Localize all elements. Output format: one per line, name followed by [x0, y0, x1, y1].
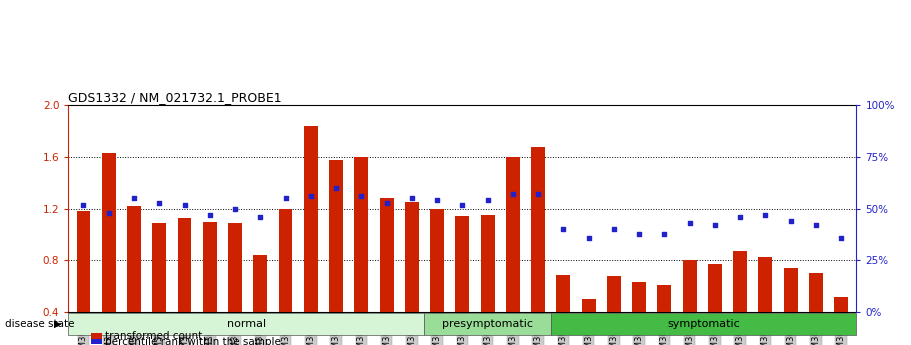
Bar: [759, 257, 773, 312]
Bar: [329, 159, 343, 312]
Point: [379, 200, 394, 205]
Bar: [682, 260, 697, 312]
Point: [101, 210, 116, 216]
Bar: [506, 157, 520, 312]
Text: ▶: ▶: [55, 319, 62, 329]
Text: percentile rank within the sample: percentile rank within the sample: [105, 337, 281, 345]
Point: [556, 227, 570, 232]
Point: [531, 191, 546, 197]
Bar: [354, 157, 368, 312]
Bar: [178, 218, 191, 312]
Text: symptomatic: symptomatic: [668, 319, 741, 329]
Bar: [152, 223, 166, 312]
Point: [404, 196, 419, 201]
Point: [152, 200, 167, 205]
Bar: [102, 153, 116, 312]
Point: [178, 202, 192, 207]
Text: transformed count: transformed count: [105, 331, 202, 341]
Bar: [632, 283, 646, 312]
Bar: [203, 222, 217, 312]
Bar: [809, 274, 823, 312]
Bar: [834, 297, 848, 312]
Point: [732, 214, 747, 220]
Bar: [708, 264, 722, 312]
Bar: [733, 252, 747, 312]
Point: [682, 220, 697, 226]
Bar: [581, 299, 596, 312]
FancyBboxPatch shape: [425, 313, 551, 335]
Point: [657, 231, 671, 236]
Point: [430, 198, 445, 203]
Point: [253, 214, 268, 220]
Point: [127, 196, 141, 201]
Bar: [77, 211, 90, 312]
Point: [202, 212, 217, 218]
Point: [480, 198, 495, 203]
Point: [354, 194, 369, 199]
Text: presymptomatic: presymptomatic: [442, 319, 533, 329]
Bar: [253, 255, 267, 312]
Point: [303, 194, 318, 199]
Point: [77, 202, 91, 207]
Bar: [380, 198, 394, 312]
Point: [329, 185, 343, 191]
Text: GDS1332 / NM_021732.1_PROBE1: GDS1332 / NM_021732.1_PROBE1: [68, 91, 281, 104]
Point: [506, 191, 520, 197]
Bar: [228, 223, 242, 312]
Bar: [783, 268, 798, 312]
Text: normal: normal: [227, 319, 266, 329]
FancyBboxPatch shape: [551, 313, 856, 335]
Point: [581, 235, 596, 240]
Bar: [404, 202, 419, 312]
Point: [783, 218, 798, 224]
Point: [809, 223, 824, 228]
Bar: [658, 285, 671, 312]
Bar: [481, 215, 495, 312]
Point: [834, 235, 848, 240]
Bar: [430, 209, 444, 312]
Point: [455, 202, 469, 207]
Point: [758, 212, 773, 218]
FancyBboxPatch shape: [68, 313, 425, 335]
Bar: [279, 209, 292, 312]
Bar: [531, 147, 545, 312]
Bar: [127, 206, 141, 312]
Bar: [557, 275, 570, 312]
Point: [278, 196, 292, 201]
Text: disease state: disease state: [5, 319, 74, 329]
Point: [607, 227, 621, 232]
Point: [228, 206, 242, 211]
Bar: [304, 126, 318, 312]
Bar: [456, 217, 469, 312]
Point: [632, 231, 647, 236]
Point: [708, 223, 722, 228]
Bar: [607, 276, 620, 312]
